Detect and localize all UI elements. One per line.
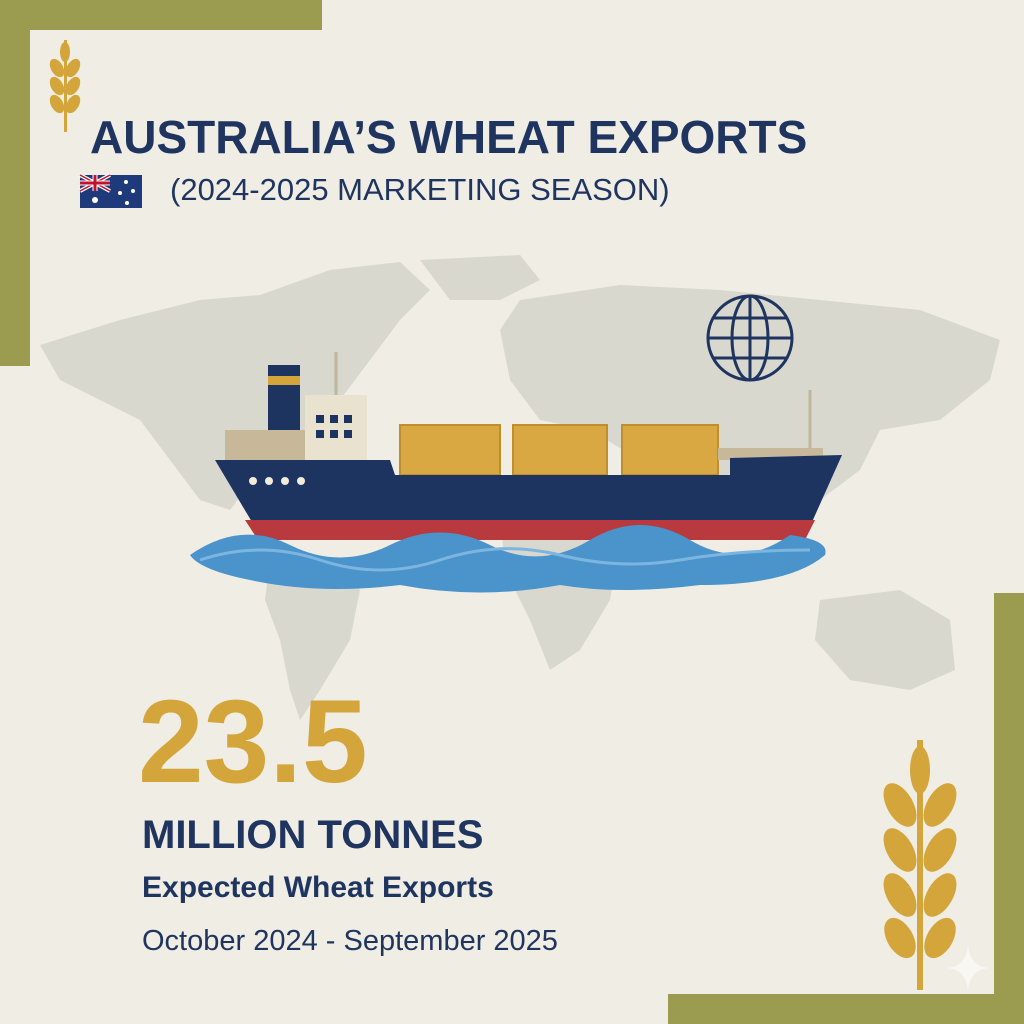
wheat-icon <box>49 40 81 132</box>
continent <box>40 262 430 510</box>
globe-icon <box>706 294 794 382</box>
stat-value: 23.5 <box>138 676 368 808</box>
frame-bar <box>668 994 1024 1024</box>
title: AUSTRALIA’S WHEAT EXPORTS <box>90 111 807 163</box>
sparkle <box>948 946 988 990</box>
wheat-icon <box>883 740 957 990</box>
stat-period: October 2024 - September 2025 <box>142 925 558 957</box>
continent <box>815 590 955 690</box>
frame-bar <box>994 593 1024 1024</box>
continent <box>265 560 360 720</box>
frame-bar <box>0 0 30 366</box>
subtitle: (2024-2025 MARKETING SEASON) <box>170 172 670 207</box>
continent <box>420 255 540 300</box>
stat-unit: MILLION TONNES <box>142 813 483 857</box>
australia-flag <box>79 173 142 208</box>
cargo-ship <box>190 352 842 593</box>
stat-label: Expected Wheat Exports <box>142 871 494 904</box>
frame-bar <box>0 0 322 30</box>
